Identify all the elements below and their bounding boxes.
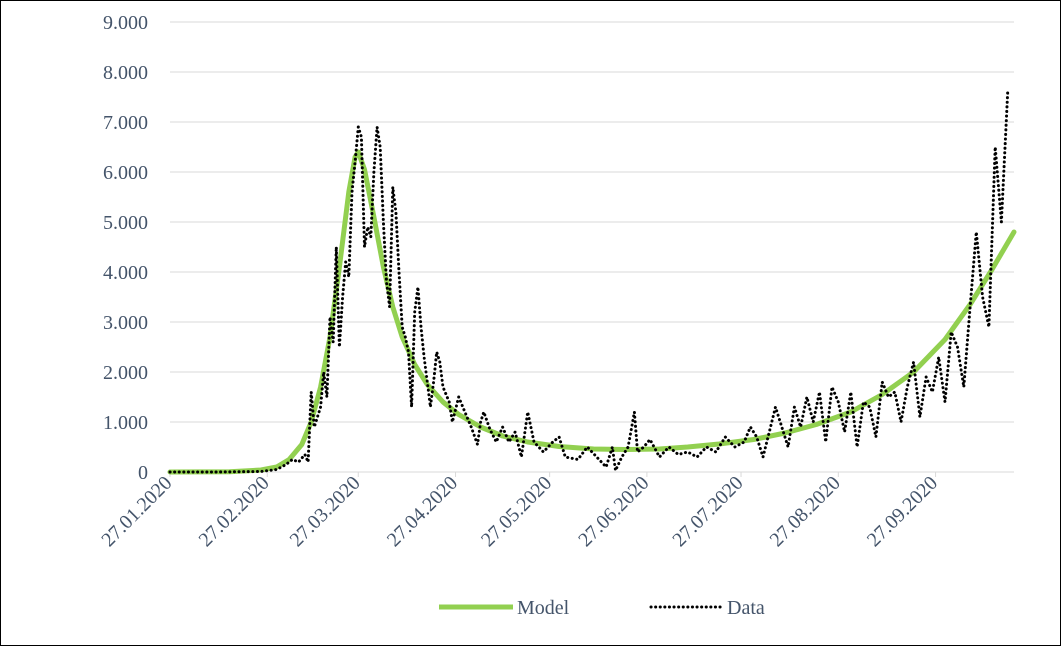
x-tick-label: 27.02.2020 (195, 472, 274, 551)
x-tick-label: 27.09.2020 (863, 472, 942, 551)
x-tick-label: 27.05.2020 (477, 472, 556, 551)
x-tick-label: 27.04.2020 (383, 472, 462, 551)
y-tick-label: 7.000 (103, 112, 148, 134)
x-axis: 27.01.2020 27.02.2020 27.03.2020 27.04.2020… (97, 471, 1014, 551)
y-tick-label: 5.000 (103, 212, 148, 234)
y-axis-tick-labels: 0 1.000 2.000 3.000 4.000 5.000 6.000 7.000 8.00… (103, 12, 148, 484)
legend: Model Data (439, 597, 765, 619)
gridlines (170, 21, 1014, 423)
series-line-data (168, 90, 1010, 474)
y-tick-label: 2.000 (103, 362, 148, 384)
x-tick-label: 27.03.2020 (286, 472, 365, 551)
x-tick-label: 27.07.2020 (668, 472, 747, 551)
legend-data-label: Data (727, 597, 765, 619)
x-tick-label: 27.06.2020 (574, 472, 653, 551)
x-tick-label: 27.08.2020 (766, 472, 845, 551)
y-tick-label: 1.000 (103, 412, 148, 434)
y-tick-label: 3.000 (103, 312, 148, 334)
y-tick-label: 9.000 (103, 12, 148, 34)
series-line-model (167, 149, 1017, 475)
y-tick-label: 6.000 (103, 162, 148, 184)
legend-model-label: Model (517, 597, 570, 619)
y-tick-label: 0 (138, 462, 148, 484)
y-tick-label: 4.000 (103, 262, 148, 284)
x-tick-label: 27.01.2020 (97, 472, 176, 551)
series-lines (167, 90, 1017, 475)
y-tick-label: 8.000 (103, 62, 148, 84)
